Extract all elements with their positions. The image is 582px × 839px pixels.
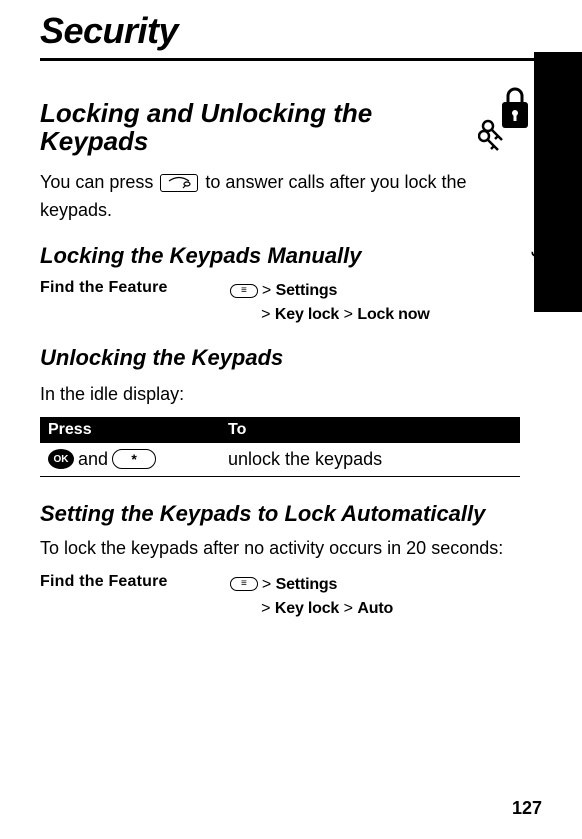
title-rule (40, 58, 542, 61)
menu-path: ≡> Settings > Key lock > Lock now (230, 279, 430, 327)
find-feature-label: Find the Feature (40, 573, 230, 591)
ok-key-icon: OK (48, 449, 74, 469)
table-header: Press To (40, 417, 520, 443)
td-press: OK and * (40, 443, 220, 476)
star-key-icon: * (112, 449, 156, 469)
menu-path: ≡> Settings > Key lock > Auto (230, 573, 393, 621)
gt: > (261, 597, 270, 621)
body-pre: You can press (40, 172, 158, 192)
subsection-unlocking: Unlocking the Keypads (40, 345, 542, 371)
subsection-auto-lock: Setting the Keypads to Lock Automaticall… (40, 501, 542, 527)
gt: > (344, 303, 353, 327)
unlocking-intro: In the idle display: (40, 381, 470, 409)
send-key-icon (160, 174, 198, 192)
gt: > (262, 573, 271, 597)
page: Security Security Locking and Unlocking … (0, 0, 582, 839)
table-rule (40, 476, 520, 477)
find-feature-row-1: Find the Feature ≡> Settings > Key lock … (40, 279, 542, 327)
path-settings: Settings (276, 279, 338, 303)
subsection-locking-manually: Locking the Keypads Manually (40, 243, 542, 269)
and-text: and (78, 449, 108, 470)
th-to: To (220, 417, 520, 443)
gt: > (262, 279, 271, 303)
find-feature-label: Find the Feature (40, 279, 230, 297)
table-row: OK and * unlock the keypads (40, 443, 520, 476)
path-locknow: Lock now (357, 303, 429, 327)
menu-key-icon: ≡ (230, 284, 258, 298)
path-settings: Settings (276, 573, 338, 597)
auto-lock-intro: To lock the keypads after no activity oc… (40, 535, 540, 563)
press-to-table: Press To OK and * unlock the keypads (40, 417, 520, 477)
page-number: 127 (512, 798, 542, 819)
menu-key-icon: ≡ (230, 577, 258, 591)
th-press: Press (40, 417, 220, 443)
find-feature-row-2: Find the Feature ≡> Settings > Key lock … (40, 573, 542, 621)
section-title-locking-unlocking: Locking and Unlocking the Keypads (40, 99, 440, 155)
body-text: You can press to answer calls after you … (40, 169, 470, 225)
security-lock-icon (478, 80, 534, 152)
td-to: unlock the keypads (220, 443, 520, 476)
gt: > (344, 597, 353, 621)
path-auto: Auto (357, 597, 393, 621)
side-tab-label: Security (530, 198, 548, 298)
chapter-title: Security (40, 0, 542, 52)
gt: > (261, 303, 270, 327)
path-keylock: Key lock (275, 303, 339, 327)
path-keylock: Key lock (275, 597, 339, 621)
